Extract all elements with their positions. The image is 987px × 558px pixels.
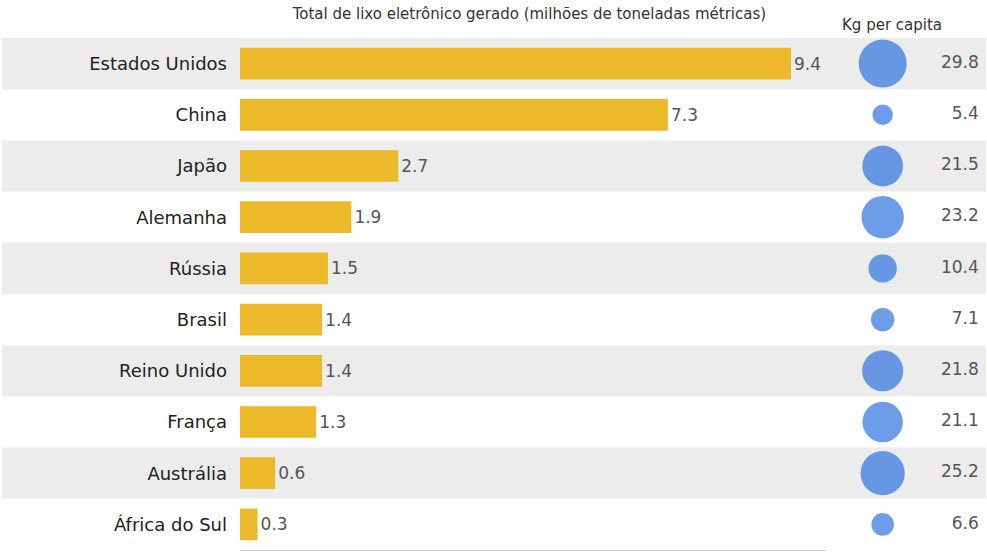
svg-text:9.4: 9.4 — [794, 54, 821, 74]
svg-text:5.4: 5.4 — [952, 103, 979, 123]
svg-text:10.4: 10.4 — [941, 257, 979, 277]
svg-text:Kg per capita: Kg per capita — [842, 16, 942, 34]
svg-text:23.2: 23.2 — [941, 205, 979, 225]
svg-text:2.7: 2.7 — [401, 156, 428, 176]
svg-text:21.8: 21.8 — [941, 359, 979, 379]
svg-text:Reino Unido: Reino Unido — [119, 360, 227, 381]
svg-text:1.5: 1.5 — [331, 258, 358, 278]
svg-text:Brasil: Brasil — [177, 309, 227, 330]
svg-text:1.3: 1.3 — [319, 412, 346, 432]
svg-text:Total de lixo eletrônico gerad: Total de lixo eletrônico gerado (milhões… — [292, 5, 766, 23]
svg-text:China: China — [176, 104, 227, 125]
svg-text:Rússia: Rússia — [169, 258, 227, 279]
svg-text:6.6: 6.6 — [952, 513, 979, 533]
svg-text:França: França — [167, 411, 227, 432]
svg-text:1.4: 1.4 — [325, 310, 352, 330]
svg-text:Estados Unidos: Estados Unidos — [89, 53, 227, 74]
svg-text:25.2: 25.2 — [941, 461, 979, 481]
svg-text:0.6: 0.6 — [278, 463, 305, 483]
svg-text:1.9: 1.9 — [354, 207, 381, 227]
svg-text:21.5: 21.5 — [941, 154, 979, 174]
svg-text:1.4: 1.4 — [325, 361, 352, 381]
svg-text:21.1: 21.1 — [941, 410, 979, 430]
svg-text:Austrália: Austrália — [147, 463, 227, 484]
svg-text:0.3: 0.3 — [261, 514, 288, 534]
svg-text:29.8: 29.8 — [941, 52, 979, 72]
svg-text:7.3: 7.3 — [671, 105, 698, 125]
svg-text:Alemanha: Alemanha — [136, 207, 227, 228]
svg-text:7.1: 7.1 — [952, 308, 979, 328]
svg-text:África do Sul: África do Sul — [114, 514, 227, 535]
svg-text:Japão: Japão — [176, 155, 227, 176]
